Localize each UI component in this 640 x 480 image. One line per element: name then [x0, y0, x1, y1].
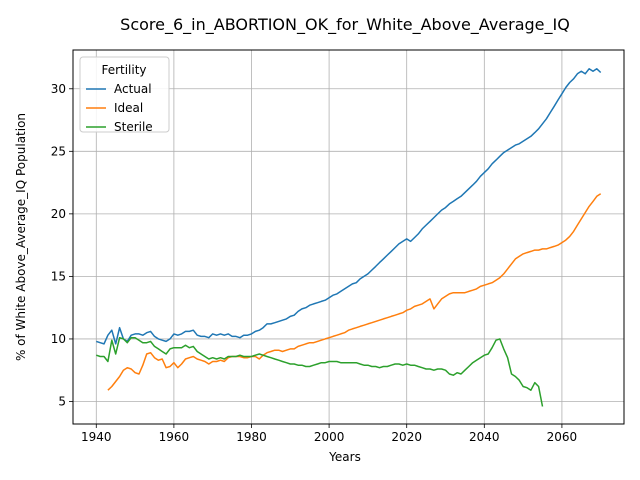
- x-tick-label: 1980: [236, 430, 267, 444]
- y-tick-label: 15: [51, 269, 66, 283]
- x-tick-label: 2000: [314, 430, 345, 444]
- legend-label-ideal: Ideal: [114, 101, 143, 115]
- x-tick-label: 2060: [547, 430, 578, 444]
- y-tick-label: 25: [51, 144, 66, 158]
- y-tick-label: 5: [58, 394, 66, 408]
- x-tick-label: 2040: [469, 430, 500, 444]
- legend-label-sterile: Sterile: [114, 120, 153, 134]
- x-tick-label: 1940: [81, 430, 112, 444]
- legend-label-actual: Actual: [114, 82, 152, 96]
- y-tick-label: 10: [51, 332, 66, 346]
- x-tick-label: 1960: [159, 430, 190, 444]
- x-axis-label: Years: [328, 450, 361, 464]
- y-tick-label: 30: [51, 82, 66, 96]
- legend: Fertility Actual Ideal Sterile: [80, 57, 169, 134]
- x-tick-label: 2020: [391, 430, 422, 444]
- legend-title: Fertility: [101, 63, 146, 77]
- chart-title: Score_6_in_ABORTION_OK_for_White_Above_A…: [120, 15, 570, 35]
- y-tick-label: 20: [51, 207, 66, 221]
- y-axis-label: % of White Above_Average_IQ Population: [14, 113, 28, 361]
